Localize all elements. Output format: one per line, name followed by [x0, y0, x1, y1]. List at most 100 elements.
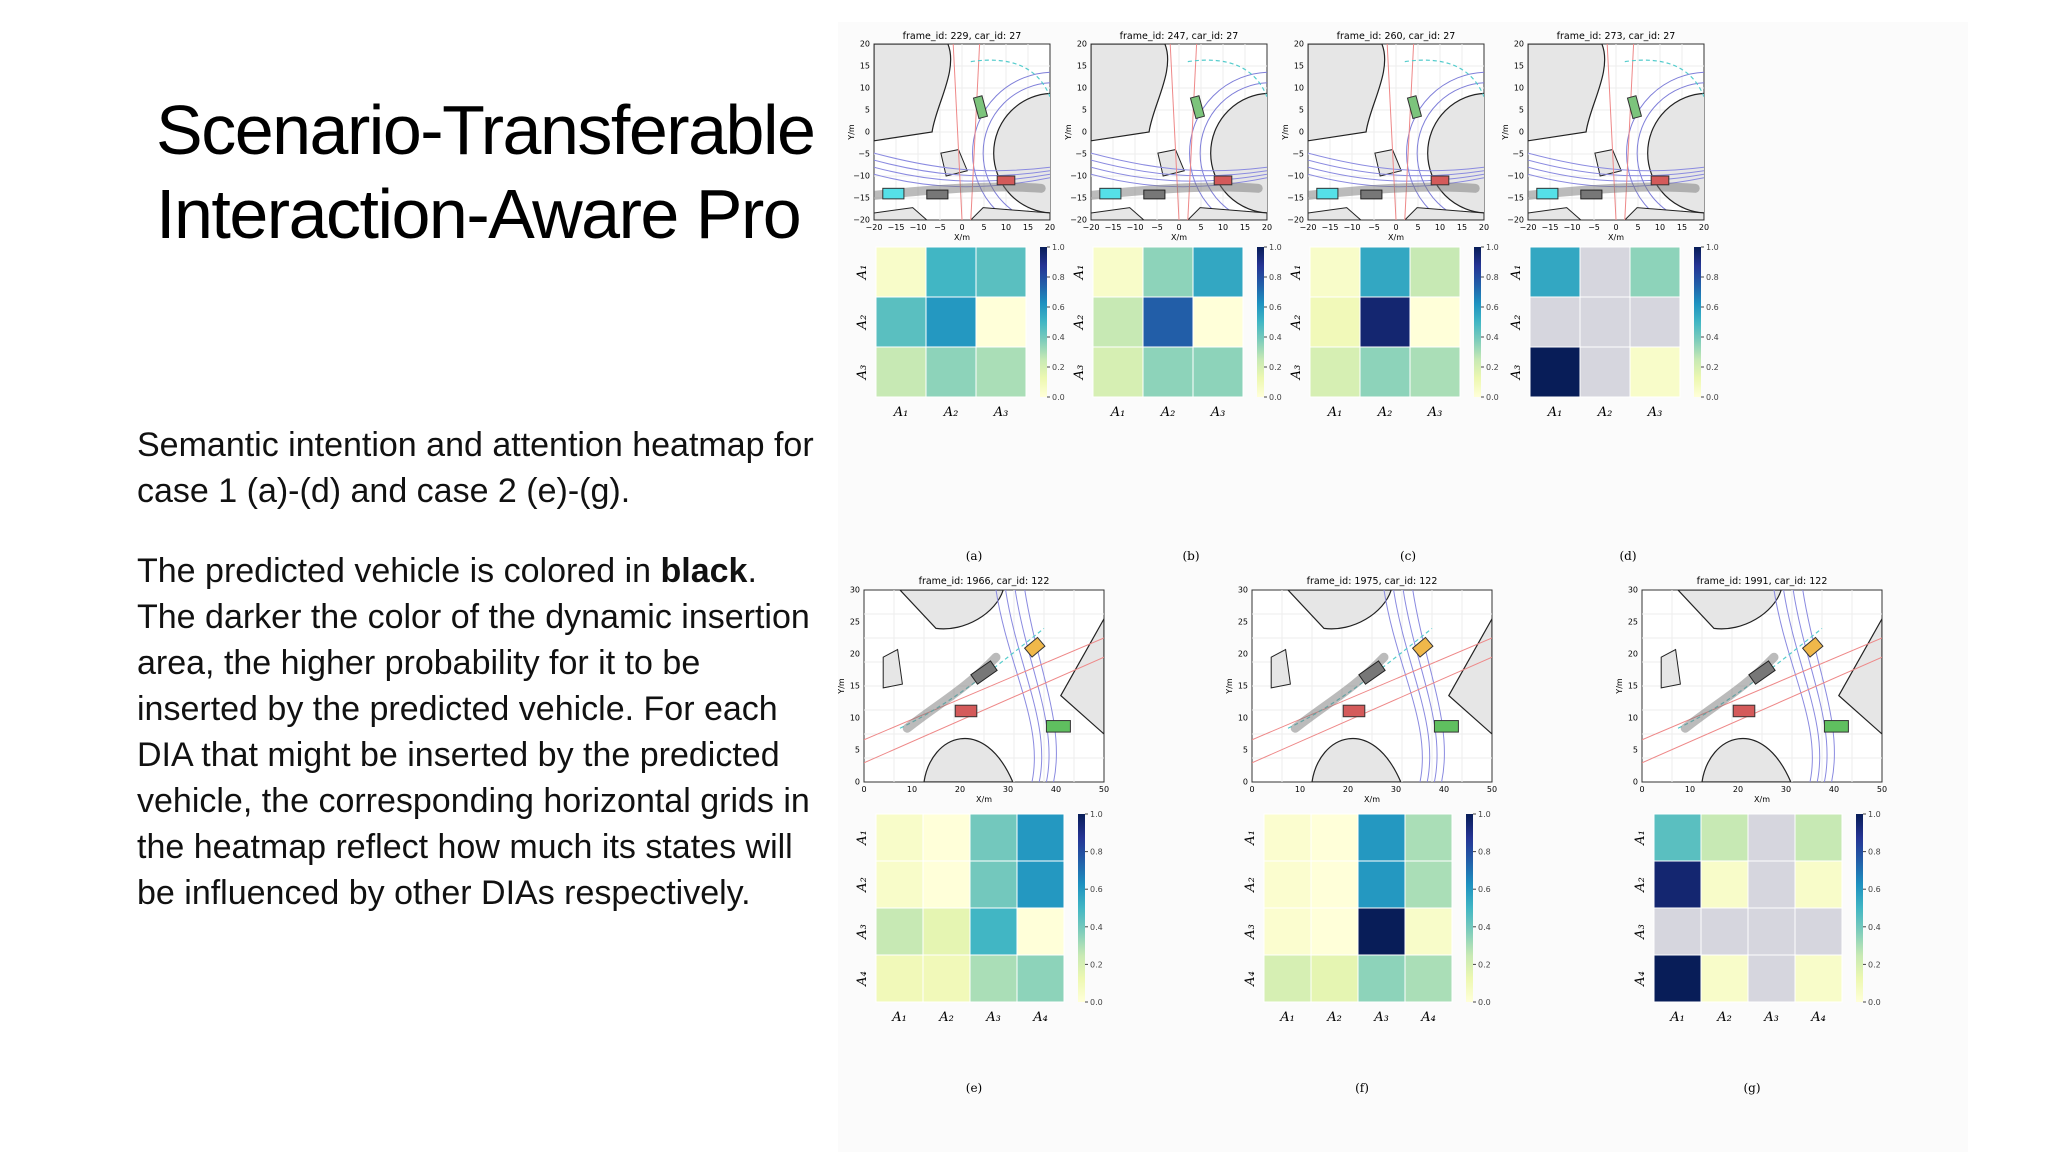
heatmap-row-label: A₁ [1289, 265, 1304, 281]
heatmap-cell [875, 954, 924, 1003]
colorbar-tick-label: 1.0 [1486, 243, 1499, 252]
y-tick-label: −15 [853, 194, 870, 203]
colorbar-tick-label: 0.8 [1478, 848, 1491, 857]
panel-caption: (a) [966, 549, 983, 563]
x-tick-label: −5 [1151, 223, 1163, 232]
heatmap-cell [1357, 907, 1406, 956]
y-tick-label: 15 [850, 682, 860, 691]
scene-road-edge [864, 637, 1104, 741]
colorbar-tick-label: 0.4 [1269, 333, 1282, 342]
x-tick-label: 0 [1393, 223, 1398, 232]
frame-title: frame_id: 1991, car_id: 122 [1697, 576, 1828, 587]
heatmap-cell [1653, 907, 1702, 956]
colorbar-tick-label: 1.0 [1090, 810, 1103, 819]
x-axis-label: X/m [1171, 233, 1187, 242]
colorbar-tick-label: 0.0 [1706, 393, 1719, 402]
heatmap-row-label: A₁ [1633, 830, 1648, 846]
vehicle [882, 187, 905, 200]
scene-content [1642, 590, 1882, 782]
heatmap-col-label: A₃ [993, 405, 1009, 420]
y-tick-label: 5 [1633, 746, 1638, 755]
y-tick-label: 10 [1238, 714, 1248, 723]
vehicle [1406, 95, 1423, 120]
x-tick-label: −5 [934, 223, 946, 232]
vehicle [1316, 187, 1339, 200]
vehicle [954, 704, 978, 718]
x-tick-label: 5 [981, 223, 986, 232]
figure-svg: frame_id: 229, car_id: 27 −20 −15 −10 −5 0 5 10… [837, 31, 1887, 1095]
heatmap-cell [1359, 246, 1411, 298]
colorbar [1078, 814, 1085, 1002]
panel-case1-3: frame_id: 273, car_id: 27 −20 −15 −10 −5 0 5 10… [1501, 31, 1719, 563]
scene-content [1528, 44, 1704, 220]
scene-intention [1624, 59, 1704, 98]
heatmap-row-label: A₂ [1243, 877, 1258, 893]
heatmap-col-label: A₄ [1032, 1010, 1048, 1025]
heatmap-col-label: A₁ [891, 1010, 907, 1025]
y-tick-label: −20 [1287, 216, 1304, 225]
vehicle [1045, 720, 1071, 733]
heatmap-cell [1653, 813, 1702, 862]
heatmap-cell [1404, 860, 1453, 909]
heatmap-cell [975, 246, 1027, 298]
vehicle [972, 95, 989, 120]
scene-lane [1014, 590, 1050, 782]
heatmap-cell [1016, 860, 1065, 909]
y-tick-label: 15 [1514, 62, 1524, 71]
panel-caption: (b) [1182, 549, 1199, 563]
heatmap-cell [969, 860, 1018, 909]
x-tick-label: 0 [1176, 223, 1181, 232]
heatmap-cell [1142, 346, 1194, 398]
x-tick-label: −20 [1520, 223, 1537, 232]
heatmap-cell [1529, 296, 1581, 348]
scene-road-edge [864, 656, 1104, 764]
heatmap-cell [1629, 296, 1681, 348]
colorbar-tick-label: 0.4 [1478, 923, 1491, 932]
heatmap-col-label: A₁ [1327, 405, 1343, 420]
vehicle [996, 175, 1016, 186]
x-tick-label: 0 [1249, 785, 1254, 794]
colorbar-tick-label: 0.4 [1090, 923, 1103, 932]
x-tick-label: −15 [1322, 223, 1339, 232]
scene-lane [1308, 152, 1484, 172]
scene-lane [874, 152, 1050, 172]
heatmap-row-label: A₂ [1509, 315, 1524, 331]
y-tick-label: −5 [1512, 150, 1524, 159]
heatmap-col-label: A₄ [1420, 1010, 1436, 1025]
slide-title-line2: Interaction-Aware Pro [156, 175, 802, 253]
vehicle-predicted [926, 189, 949, 200]
heatmap-cell [925, 296, 977, 348]
vehicle [1626, 95, 1643, 120]
colorbar-tick-label: 0.6 [1090, 885, 1103, 894]
y-tick-label: 20 [1294, 40, 1304, 49]
x-tick-label: −10 [910, 223, 927, 232]
vehicle [1023, 636, 1046, 658]
colorbar-tick-label: 0.2 [1478, 960, 1491, 969]
vehicle [1411, 636, 1434, 658]
vehicle [1536, 187, 1559, 200]
heatmap-cell [1579, 246, 1631, 298]
heatmap-cell [875, 296, 927, 348]
x-tick-label: 5 [1415, 223, 1420, 232]
y-tick-label: 10 [1514, 84, 1524, 93]
heatmap-col-label: A₂ [1326, 1010, 1342, 1025]
scene-road-edge [1642, 656, 1882, 764]
scene-building [1287, 590, 1392, 630]
heatmap-col-label: A₃ [1763, 1010, 1779, 1025]
scene-lane [1802, 590, 1835, 782]
heatmap-col-label: A₃ [1210, 405, 1226, 420]
heatmap-row-label: A₃ [855, 365, 870, 381]
paragraph-explanation-rest: . The darker the color of the dynamic in… [137, 552, 810, 912]
y-tick-label: 15 [1294, 62, 1304, 71]
y-axis-label: Y/m [1501, 124, 1510, 141]
heatmap-cell [1142, 296, 1194, 348]
colorbar-tick-label: 0.0 [1269, 393, 1282, 402]
heatmap-cell [1404, 907, 1453, 956]
y-tick-label: 30 [1628, 586, 1638, 595]
scene-lane [1416, 82, 1484, 220]
heatmap-cell [1747, 907, 1796, 956]
x-tick-label: 50 [1877, 785, 1887, 794]
slide-title: Scenario-Transferable Interaction-Aware … [156, 88, 816, 258]
x-tick-label: 5 [1635, 223, 1640, 232]
heatmap-cell [1263, 954, 1312, 1003]
